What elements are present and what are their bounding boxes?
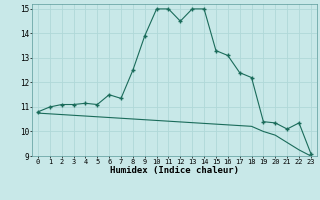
X-axis label: Humidex (Indice chaleur): Humidex (Indice chaleur) bbox=[110, 166, 239, 175]
